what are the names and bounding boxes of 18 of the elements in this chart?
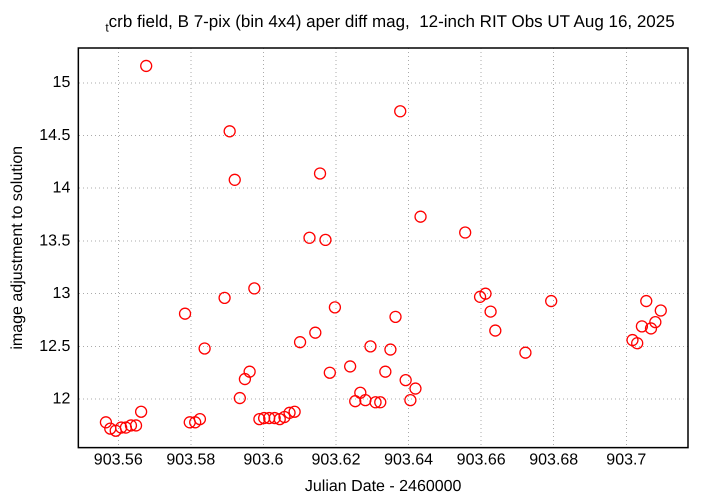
x-tick-label: 903.62 xyxy=(312,452,361,469)
x-tick-label: 903.6 xyxy=(243,452,284,469)
x-tick-label: 903.66 xyxy=(456,452,506,469)
x-tick-label: 903.68 xyxy=(529,452,578,469)
x-tick-label: 903.64 xyxy=(384,452,434,469)
x-tick-label: 903.7 xyxy=(606,452,646,469)
y-axis-title: image adjustment to solution xyxy=(9,146,26,350)
y-tick-label: 13 xyxy=(52,285,70,302)
y-tick-label: 15 xyxy=(52,74,70,92)
x-tick-label: 903.56 xyxy=(94,452,143,469)
y-tick-label: 12 xyxy=(52,390,70,408)
y-tick-label: 12.5 xyxy=(39,338,70,355)
x-tick-label: 903.58 xyxy=(166,452,216,469)
x-axis-title: Julian Date - 2460000 xyxy=(304,478,462,495)
y-tick-label: 13.5 xyxy=(39,232,70,250)
y-tick-label: 14 xyxy=(52,180,70,197)
y-tick-label: 14.5 xyxy=(39,126,70,144)
chart-title: $_{t}$crb field, B 7-pix (bin 4x4) aper diff mag, 12-inch RIT Obs UT Aug 16, 2025 xyxy=(104,12,676,34)
